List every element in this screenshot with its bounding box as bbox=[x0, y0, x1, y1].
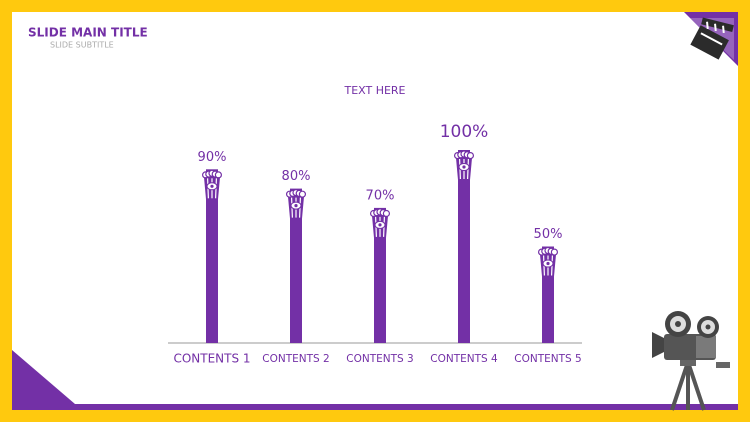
chart-title: TEXT HERE bbox=[343, 84, 405, 97]
bucket-pupil bbox=[210, 184, 214, 188]
slide-subtitle: SLIDE SUBTITLE bbox=[50, 41, 114, 50]
bucket-pupil bbox=[462, 165, 466, 169]
popcorn-icon bbox=[202, 169, 222, 200]
bar bbox=[206, 169, 218, 343]
popcorn-puff bbox=[298, 190, 306, 198]
popcorn-puff bbox=[466, 152, 474, 160]
bucket-pupil bbox=[546, 261, 550, 266]
slide-title: SLIDE MAIN TITLE bbox=[28, 26, 148, 40]
value-label: 50% bbox=[534, 227, 563, 242]
popcorn-icon bbox=[537, 246, 559, 277]
corner-triangle bbox=[12, 350, 82, 410]
x-tick-label: CONTENTS 5 bbox=[514, 353, 581, 365]
popcorn-icon bbox=[454, 150, 474, 180]
value-label: 90% bbox=[198, 150, 227, 165]
value-label: 100% bbox=[440, 122, 489, 142]
bar bbox=[374, 207, 386, 343]
bucket-pupil bbox=[378, 223, 382, 227]
bucket-pupil bbox=[294, 204, 298, 208]
x-tick-label: CONTENTS 3 bbox=[346, 353, 413, 365]
popcorn-icon bbox=[286, 189, 306, 219]
projector-icon bbox=[652, 311, 730, 411]
popcorn-icon bbox=[370, 208, 390, 238]
bar bbox=[458, 150, 470, 343]
x-tick-label: CONTENTS 2 bbox=[262, 353, 329, 365]
popcorn-puff bbox=[550, 248, 559, 256]
clapperboard-icon bbox=[690, 17, 734, 60]
popcorn-puff bbox=[214, 171, 222, 179]
popcorn-puff bbox=[382, 209, 390, 218]
x-tick-label: CONTENTS 1 bbox=[173, 352, 250, 366]
bottom-band bbox=[12, 404, 738, 410]
value-label: 80% bbox=[282, 169, 311, 184]
value-label: 70% bbox=[366, 188, 395, 203]
x-tick-label: CONTENTS 4 bbox=[430, 353, 498, 365]
bar bbox=[290, 188, 302, 343]
